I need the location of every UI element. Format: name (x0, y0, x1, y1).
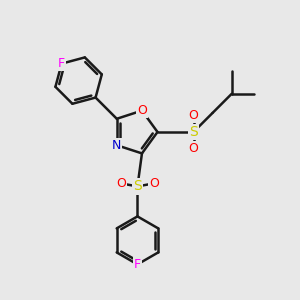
Text: S: S (189, 125, 198, 139)
Text: F: F (134, 258, 141, 271)
Text: O: O (137, 104, 147, 117)
Text: O: O (189, 142, 198, 155)
Text: O: O (149, 177, 159, 190)
Text: F: F (58, 57, 65, 70)
Text: O: O (189, 109, 198, 122)
Text: N: N (112, 139, 122, 152)
Text: O: O (116, 177, 126, 190)
Text: S: S (133, 179, 142, 194)
